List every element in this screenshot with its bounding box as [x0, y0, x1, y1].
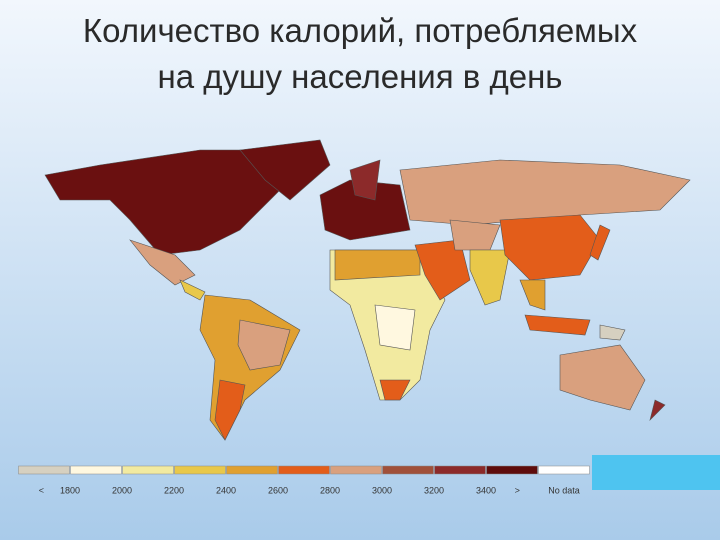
title-line: Количество калорий, потребляемых — [83, 12, 638, 49]
legend-label: > — [515, 485, 520, 495]
china — [499, 214, 601, 281]
legend-label: No data — [548, 485, 580, 495]
legend-label: 2200 — [164, 485, 184, 495]
europe — [319, 179, 411, 241]
legend-label: 3200 — [424, 485, 444, 495]
north-america — [44, 149, 301, 256]
indonesia — [524, 314, 591, 336]
legend-swatch — [434, 465, 486, 475]
legend-swatch — [174, 465, 226, 475]
legend-swatch — [538, 465, 590, 475]
brazil — [237, 319, 291, 371]
papua — [599, 324, 626, 341]
title-line: на душу населения в день — [157, 58, 562, 95]
legend-swatch — [486, 465, 538, 475]
middle-east — [414, 239, 471, 301]
legend-swatch — [70, 465, 122, 475]
russia — [399, 159, 691, 226]
australia — [559, 344, 646, 411]
legend-swatch — [122, 465, 174, 475]
legend-swatch — [226, 465, 278, 475]
scandinavia — [349, 159, 381, 201]
india — [469, 249, 511, 306]
world-map — [44, 139, 691, 441]
legend-label: 2000 — [112, 485, 132, 495]
legend-label: 2800 — [320, 485, 340, 495]
central-africa — [374, 304, 416, 351]
south-africa — [379, 379, 411, 401]
legend-label: 3400 — [476, 485, 496, 495]
legend-label: 3000 — [372, 485, 392, 495]
legend-label: 1800 — [60, 485, 80, 495]
new-zealand — [649, 399, 666, 421]
legend-label: < — [39, 485, 44, 495]
corner-box — [592, 455, 720, 490]
southeast-asia — [519, 279, 546, 311]
mexico — [129, 239, 196, 286]
legend: <1800 2000 2200 2400 2600 2800 3000 3200 3400 > No… — [18, 465, 590, 495]
legend-label: 2400 — [216, 485, 236, 495]
central-america — [179, 279, 206, 301]
north-africa — [334, 249, 421, 281]
legend-swatch — [330, 465, 382, 475]
legend-swatch — [278, 465, 330, 475]
legend-label: 2600 — [268, 485, 288, 495]
japan — [589, 224, 611, 261]
greenland — [239, 139, 331, 201]
legend-swatch — [382, 465, 434, 475]
legend-swatch — [18, 465, 70, 475]
argentina — [214, 379, 246, 441]
